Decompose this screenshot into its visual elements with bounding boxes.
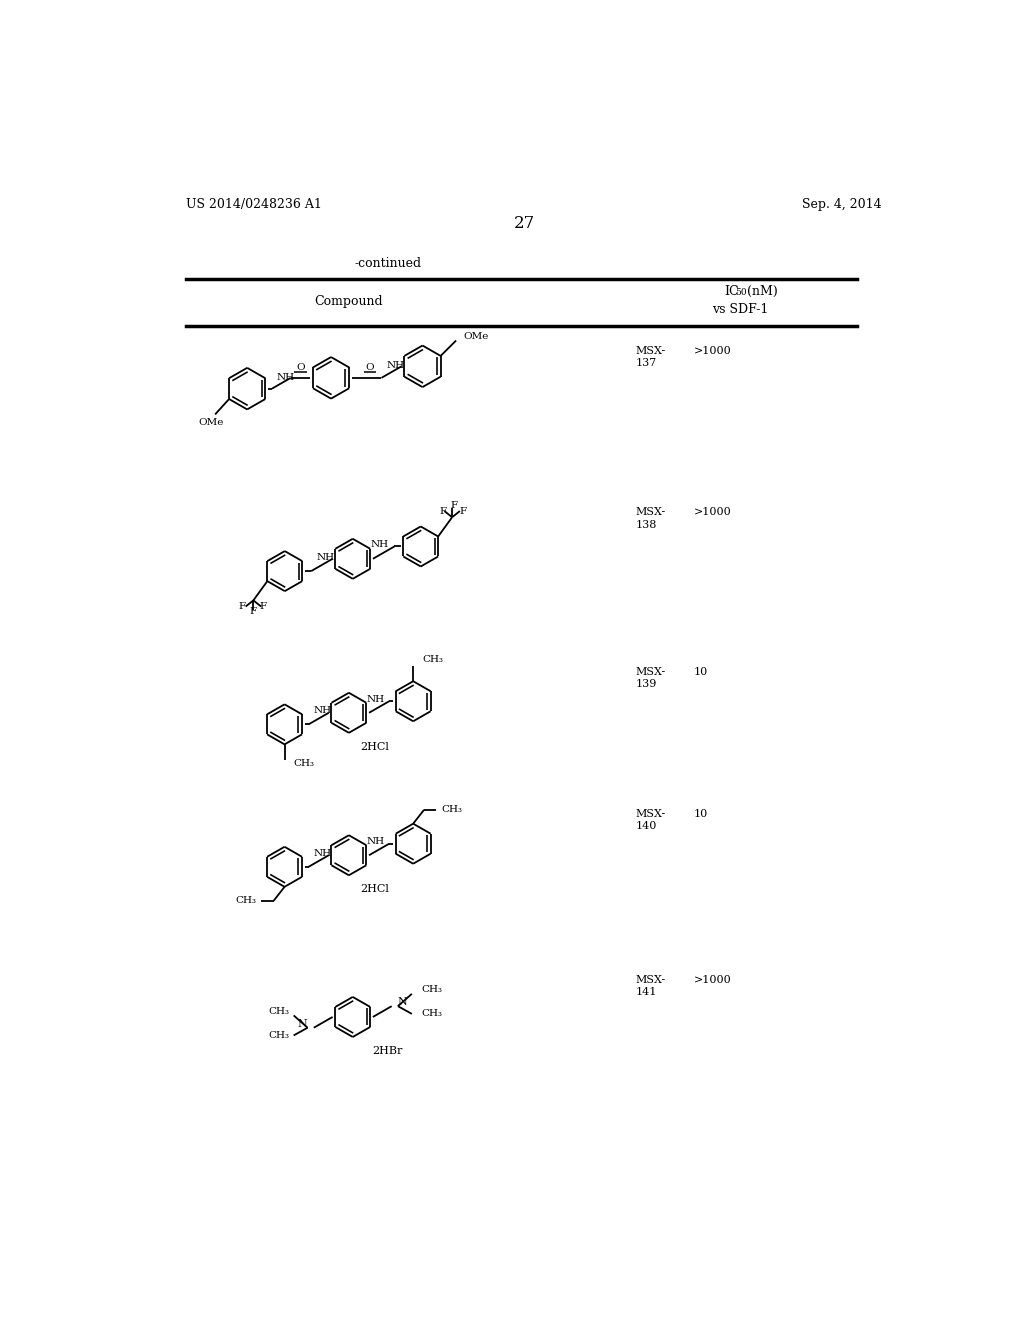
Text: F: F: [439, 507, 446, 516]
Text: 2HCl: 2HCl: [360, 884, 389, 894]
Text: N: N: [398, 998, 408, 1007]
Text: >1000: >1000: [693, 346, 731, 355]
Text: CH₃: CH₃: [268, 1007, 290, 1016]
Text: IC: IC: [725, 285, 739, 298]
Text: F: F: [451, 502, 458, 510]
Text: MSX-
139: MSX- 139: [636, 667, 666, 689]
Text: CH₃: CH₃: [268, 1031, 290, 1040]
Text: >1000: >1000: [693, 974, 731, 985]
Text: -continued: -continued: [354, 257, 421, 271]
Text: >1000: >1000: [693, 507, 731, 517]
Text: F: F: [250, 607, 257, 615]
Text: US 2014/0248236 A1: US 2014/0248236 A1: [186, 198, 322, 211]
Text: CH₃: CH₃: [441, 805, 462, 814]
Text: O: O: [296, 363, 305, 372]
Text: NH: NH: [367, 837, 384, 846]
Text: NH: NH: [313, 849, 332, 858]
Text: CH₃: CH₃: [294, 759, 314, 768]
Text: O: O: [366, 363, 374, 372]
Text: MSX-
137: MSX- 137: [636, 346, 666, 368]
Text: MSX-
141: MSX- 141: [636, 974, 666, 997]
Text: F: F: [460, 507, 467, 516]
Text: CH₃: CH₃: [421, 1010, 442, 1018]
Text: NH: NH: [276, 372, 294, 381]
Text: (nM): (nM): [742, 285, 777, 298]
Text: MSX-
138: MSX- 138: [636, 507, 666, 529]
Text: MSX-
140: MSX- 140: [636, 809, 666, 832]
Text: CH₃: CH₃: [236, 896, 257, 906]
Text: 50: 50: [735, 288, 748, 297]
Text: Compound: Compound: [314, 296, 383, 309]
Text: 2HCl: 2HCl: [360, 742, 389, 751]
Text: vs SDF-1: vs SDF-1: [712, 304, 768, 317]
Text: NH: NH: [367, 694, 384, 704]
Text: NH: NH: [313, 706, 332, 715]
Text: 27: 27: [514, 215, 536, 231]
Text: 10: 10: [693, 809, 708, 818]
Text: OMe: OMe: [464, 333, 489, 341]
Text: F: F: [260, 602, 267, 611]
Text: 2HBr: 2HBr: [372, 1045, 402, 1056]
Text: 10: 10: [693, 667, 708, 677]
Text: CH₃: CH₃: [423, 655, 443, 664]
Text: Sep. 4, 2014: Sep. 4, 2014: [802, 198, 882, 211]
Text: NH: NH: [371, 540, 389, 549]
Text: NH: NH: [316, 553, 335, 562]
Text: CH₃: CH₃: [421, 986, 442, 994]
Text: NH: NH: [386, 362, 404, 371]
Text: N: N: [298, 1019, 307, 1028]
Text: F: F: [239, 602, 246, 611]
Text: OMe: OMe: [199, 417, 224, 426]
